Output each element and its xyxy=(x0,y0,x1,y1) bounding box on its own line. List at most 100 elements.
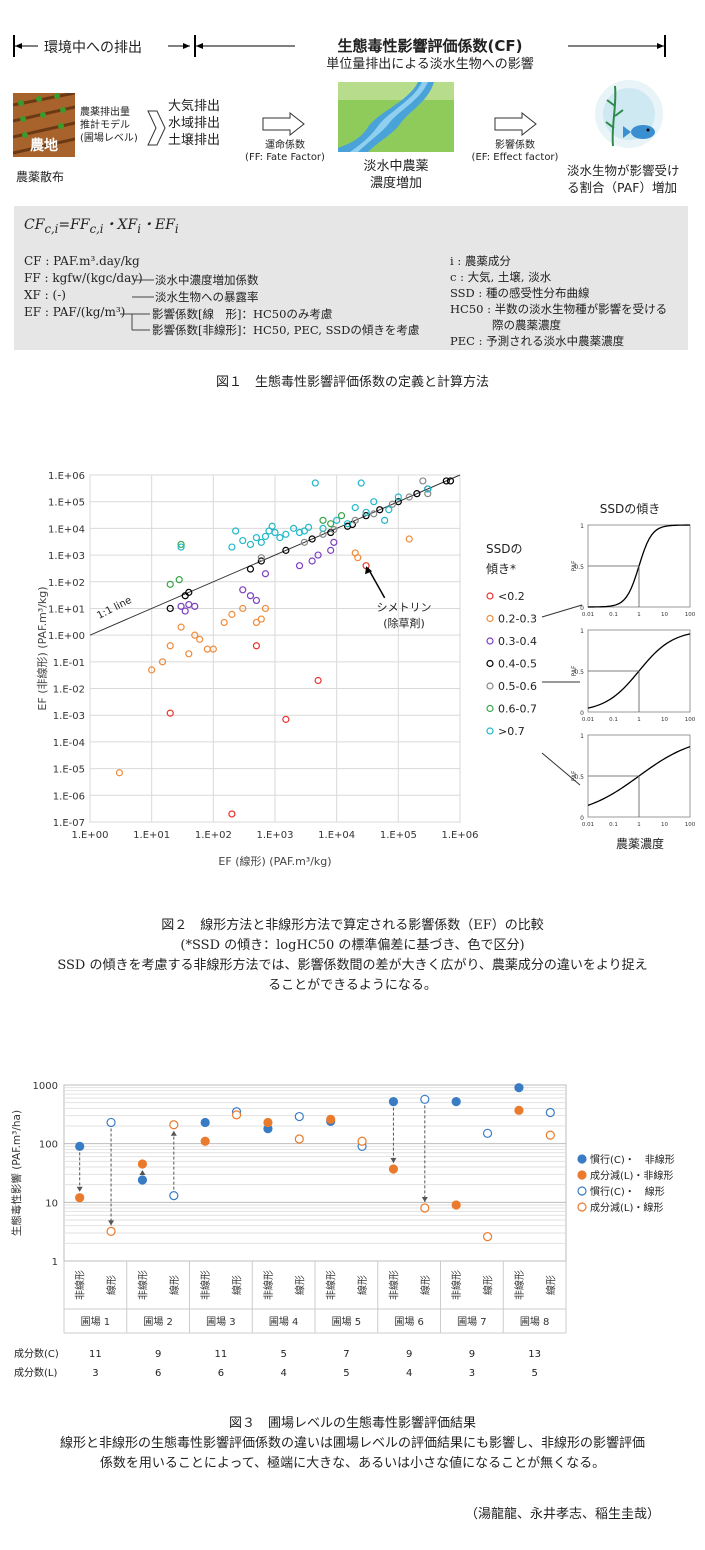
data-point xyxy=(545,1130,555,1140)
data-point xyxy=(257,538,265,546)
data-point xyxy=(200,1136,210,1146)
ef-nonlinear-description: 影響係数[非線形]：HC50, PEC, SSDの傾きを考慮 xyxy=(152,323,420,337)
sub-label-linear: 線形 xyxy=(356,1275,369,1295)
data-point xyxy=(319,516,327,524)
y-tick-label: 10 xyxy=(45,1198,58,1209)
data-point xyxy=(343,520,352,528)
sub-label-nonlinear: 非線形 xyxy=(262,1270,275,1300)
data-point xyxy=(362,512,370,520)
mini-x-label: 農薬濃度 xyxy=(616,836,664,851)
data-point xyxy=(228,810,236,818)
legend-label: 成分減(L)・線形 xyxy=(590,1201,663,1214)
legend-marker xyxy=(486,592,494,600)
legend-label: 0.5-0.6 xyxy=(498,680,537,693)
data-point xyxy=(137,1175,148,1185)
data-point xyxy=(482,1128,493,1138)
data-point xyxy=(282,715,290,723)
data-point xyxy=(545,1107,555,1118)
legend-label: 慣行(C)・ 非線形 xyxy=(590,1153,675,1166)
data-point xyxy=(295,562,304,570)
count-c-label: 成分数(C) xyxy=(14,1347,59,1360)
data-point xyxy=(177,623,185,631)
data-point xyxy=(239,536,247,545)
data-point xyxy=(196,635,204,643)
data-point xyxy=(394,493,402,501)
fig1-subtitle: 単位量排出による淡水生物への影響 xyxy=(326,57,534,72)
data-point xyxy=(413,490,421,498)
sub-label-nonlinear: 非線形 xyxy=(513,1270,526,1300)
count-c-value: 9 xyxy=(406,1349,412,1360)
legend-marker xyxy=(486,614,494,623)
one-to-one-line xyxy=(89,474,461,636)
river-image xyxy=(338,82,454,152)
xf-description: 淡水生物への暴露率 xyxy=(155,290,259,304)
y-axis-label: 生態毒性影響 (PAF.m³/ha) xyxy=(10,1110,23,1236)
sub-label-nonlinear: 非線形 xyxy=(325,1270,338,1300)
data-point xyxy=(289,524,298,532)
annotation-label: (除草剤) xyxy=(383,616,425,630)
data-point xyxy=(300,538,309,546)
data-point xyxy=(330,526,338,534)
x-tick-label: 1.E+00 xyxy=(72,830,109,841)
mini-y-tick: 0.5 xyxy=(574,669,584,676)
data-point xyxy=(362,508,370,516)
annotation-arrowhead xyxy=(365,566,373,575)
y-tick-label: 1.E-05 xyxy=(53,765,85,776)
data-point xyxy=(405,535,413,543)
concentration-increase-label: 淡水中農薬 濃度増加 xyxy=(363,159,429,191)
plot-area xyxy=(63,1084,567,1262)
mini-x-tick: 0.01 xyxy=(582,612,594,618)
data-point xyxy=(263,1117,273,1128)
mini-y-tick: 0 xyxy=(580,605,584,612)
legend-marker xyxy=(486,727,494,735)
data-point xyxy=(185,588,193,596)
legend-label: >0.7 xyxy=(498,725,525,738)
y-axis-label: EF (非線形) (PAF.m³/kg) xyxy=(35,586,49,710)
data-point xyxy=(314,551,322,559)
category-label: 圃場 7 xyxy=(457,1315,487,1328)
paf-increase-label: 淡水生物が影響受け る割合（PAF）増加 xyxy=(567,163,680,195)
sub-label-nonlinear: 非線形 xyxy=(387,1270,400,1300)
mini-y-tick: 0 xyxy=(580,710,584,717)
mini-x-tick: 0.1 xyxy=(609,612,618,618)
legend-marker xyxy=(486,637,494,645)
mini-x-tick: 0.1 xyxy=(609,822,618,828)
category-label: 圃場 8 xyxy=(520,1315,550,1328)
y-tick-label: 1.E+05 xyxy=(48,498,85,509)
legend-label: 0.6-0.7 xyxy=(498,703,537,716)
data-point xyxy=(169,1191,179,1201)
y-tick-label: 1.E-03 xyxy=(53,711,85,722)
data-point xyxy=(388,1164,399,1174)
count-c-value: 9 xyxy=(155,1349,161,1360)
data-point xyxy=(75,1193,85,1203)
data-point xyxy=(228,543,236,551)
data-point xyxy=(257,615,265,623)
count-l-value: 5 xyxy=(343,1368,349,1379)
y-tick-label: 100 xyxy=(39,1140,58,1151)
data-point xyxy=(354,554,362,562)
data-point xyxy=(177,602,185,610)
count-l-value: 6 xyxy=(218,1368,224,1379)
data-point xyxy=(446,477,455,485)
data-point xyxy=(514,1083,524,1093)
data-point xyxy=(106,1226,116,1236)
x-tick-label: 1.E+05 xyxy=(380,830,417,841)
data-point xyxy=(239,604,247,613)
count-l-value: 4 xyxy=(406,1368,412,1379)
change-arrowhead xyxy=(421,1197,428,1203)
mini-y-label: PAF xyxy=(571,665,578,676)
data-point xyxy=(282,546,290,554)
authors: （湯龍龍、永井孝志、稲生圭哉） xyxy=(465,1507,661,1522)
data-point xyxy=(326,1114,336,1124)
cf-formula: CFc,i=FFc,i・XFi・EFi xyxy=(24,217,179,236)
mini-x-tick: 100 xyxy=(685,717,696,723)
sub-label-linear: 線形 xyxy=(231,1275,244,1295)
data-point xyxy=(282,530,290,538)
data-point xyxy=(294,1111,304,1122)
mini-y-tick: 0.5 xyxy=(574,774,584,781)
sub-label-nonlinear: 非線形 xyxy=(450,1270,463,1300)
count-l-label: 成分数(L) xyxy=(14,1366,57,1379)
data-point xyxy=(405,493,413,501)
y-tick-label: 1.E+06 xyxy=(48,471,85,482)
data-point xyxy=(451,1097,461,1107)
